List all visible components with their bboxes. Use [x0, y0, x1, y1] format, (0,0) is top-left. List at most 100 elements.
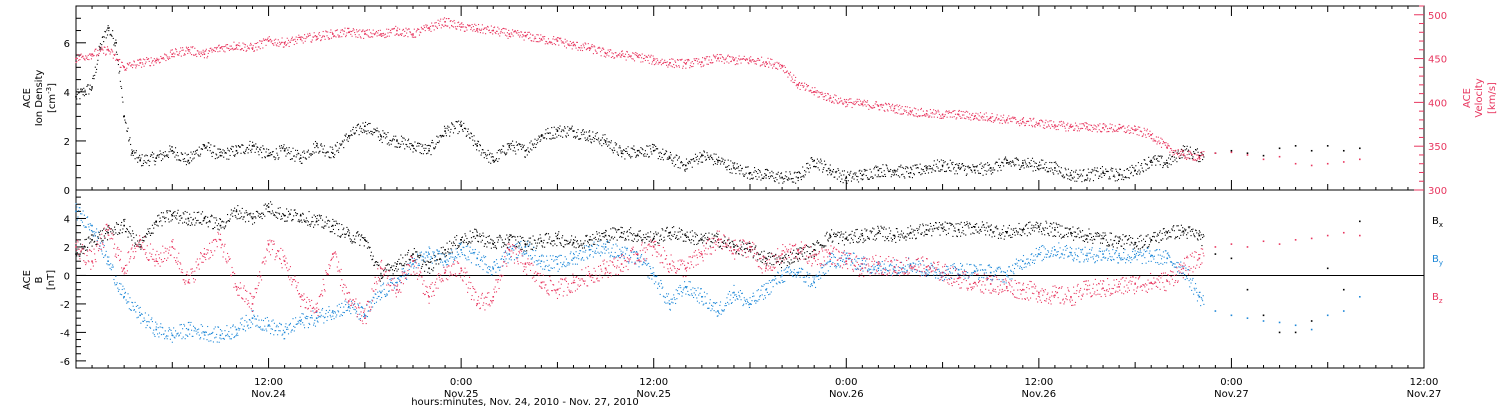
density-sample — [408, 146, 410, 148]
density-sample — [602, 134, 604, 136]
velocity-sample — [646, 55, 648, 57]
bx-sample — [432, 270, 434, 272]
bx-sample — [211, 215, 213, 217]
density-sample — [320, 144, 322, 146]
density-sample — [390, 143, 392, 145]
density-sample — [388, 142, 390, 144]
bx-point — [636, 234, 639, 237]
density-sample — [877, 166, 879, 168]
velocity-sample — [354, 34, 356, 36]
velocity-point — [1214, 152, 1217, 154]
density-sample — [1066, 174, 1068, 176]
velocity-sample — [1098, 125, 1100, 127]
density-sample — [431, 139, 433, 142]
density-sample — [278, 145, 281, 147]
density-sample — [912, 165, 914, 167]
bx-sample — [447, 251, 449, 253]
density-sample — [1116, 180, 1118, 182]
velocity-sample — [713, 55, 715, 57]
velocity-sample — [399, 33, 401, 35]
bx-sample — [529, 241, 531, 243]
velocity-sample — [1201, 151, 1203, 153]
density-point — [540, 135, 543, 137]
velocity-sample — [604, 51, 606, 53]
density-sample — [525, 149, 527, 152]
bx-sample — [126, 229, 128, 231]
density-sample — [971, 171, 973, 173]
velocity-sample — [207, 55, 209, 57]
velocity-sample — [680, 59, 682, 61]
density-sample — [76, 98, 78, 100]
velocity-sample — [912, 114, 914, 116]
velocity-sample — [766, 63, 768, 65]
density-point — [781, 176, 783, 179]
velocity-sample — [422, 28, 424, 30]
density-sample — [274, 159, 276, 161]
bx-point — [925, 229, 928, 231]
velocity-sample — [1062, 125, 1064, 127]
bx-sample — [345, 233, 347, 235]
bx-point — [492, 243, 495, 245]
velocity-sample — [277, 39, 279, 41]
bx-sample — [163, 216, 165, 218]
density-sample — [415, 149, 417, 151]
velocity-sample — [907, 114, 909, 116]
velocity-sample — [546, 42, 548, 44]
density-sample — [865, 169, 867, 171]
velocity-sample — [619, 52, 621, 54]
bx-sample — [167, 218, 170, 220]
velocity-sample — [1068, 127, 1070, 129]
bx-sample — [401, 265, 403, 267]
density-sample — [1130, 171, 1132, 173]
velocity-sample — [587, 47, 589, 49]
bx-sample — [298, 219, 300, 221]
bx-sample — [447, 248, 449, 250]
velocity-sample — [883, 104, 885, 106]
velocity-sample — [1073, 129, 1075, 132]
bx-sample — [252, 213, 254, 215]
density-sample — [987, 164, 989, 166]
bx-sample — [538, 242, 541, 244]
bx-sample — [658, 242, 660, 244]
bx-sample — [386, 264, 388, 266]
bx-sample — [642, 234, 645, 236]
bx-sample — [282, 213, 284, 215]
bx-sample — [178, 215, 180, 217]
velocity-sample — [586, 48, 588, 50]
bx-sample — [311, 216, 313, 218]
velocity-sample — [684, 59, 686, 61]
density-sample — [915, 167, 917, 169]
density-sample — [311, 153, 313, 155]
bx-sample — [93, 241, 95, 243]
density-sample — [849, 172, 851, 174]
bx-sample — [517, 236, 519, 238]
density-sample — [1154, 155, 1156, 157]
velocity-sample — [175, 49, 177, 51]
velocity-sample — [950, 112, 952, 114]
density-sample — [277, 154, 279, 156]
velocity-sample — [1040, 119, 1043, 121]
velocity-sample — [345, 36, 347, 38]
velocity-sample — [422, 28, 424, 30]
velocity-sample — [137, 59, 139, 61]
bx-sample — [399, 262, 401, 264]
density-sample — [1169, 154, 1171, 156]
bx-sample — [253, 216, 255, 218]
density-sample — [1009, 163, 1011, 165]
bx-sample — [452, 245, 454, 247]
bx-sample — [404, 263, 406, 265]
velocity-sample — [680, 59, 682, 61]
density-sample — [952, 168, 955, 170]
velocity-sample — [172, 56, 174, 58]
density-sample — [1184, 146, 1186, 148]
velocity-point — [364, 33, 366, 35]
bx-sample — [508, 235, 510, 237]
velocity-sample — [1169, 147, 1172, 150]
velocity-sample — [592, 53, 594, 55]
velocity-sample — [900, 113, 903, 115]
density-sample — [929, 168, 931, 170]
velocity-sample — [131, 63, 133, 66]
velocity-sample — [715, 55, 717, 57]
density-sample — [108, 27, 110, 29]
velocity-sample — [295, 40, 297, 42]
